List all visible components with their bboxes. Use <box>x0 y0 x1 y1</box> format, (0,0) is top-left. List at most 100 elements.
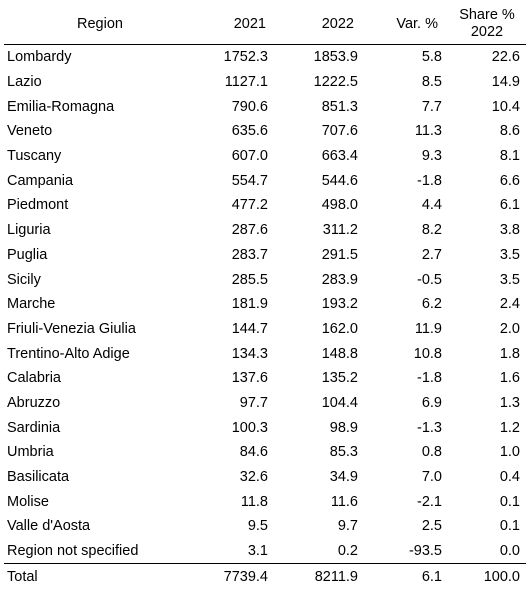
cell-2022: 851.3 <box>321 98 358 115</box>
cell-2021: 1752.3 <box>223 49 268 66</box>
table-row: Campania 554.7 544.6 -1.8 6.6 <box>4 168 526 193</box>
cell-share: 8.6 <box>499 123 520 140</box>
table-row: Sardinia 100.3 98.9 -1.3 1.2 <box>4 415 526 440</box>
cell-2022: 283.9 <box>321 271 358 288</box>
header-share-line2: 2022 <box>470 24 504 40</box>
cell-2022: 148.8 <box>321 345 358 362</box>
cell-region: Emilia-Romagna <box>7 98 115 115</box>
table-body: Lombardy 1752.3 1853.9 5.8 22.6 Lazio 1127.1 12… <box>4 45 526 590</box>
total-2022: 8211.9 <box>274 563 364 590</box>
cell-2021: 181.9 <box>231 296 268 313</box>
cell-region: Region not specified <box>7 543 139 560</box>
cell-share: 3.5 <box>499 246 520 263</box>
cell-var: 7.0 <box>421 469 442 486</box>
cell-2022: 291.5 <box>321 246 358 263</box>
cell-2021: 134.3 <box>231 345 268 362</box>
cell-2021: 607.0 <box>231 148 268 165</box>
cell-region: Piedmont <box>7 197 69 214</box>
cell-var: 6.9 <box>421 394 442 411</box>
cell-region: Trentino-Alto Adige <box>7 345 130 362</box>
table-row: Abruzzo 97.7 104.4 6.9 1.3 <box>4 391 526 416</box>
cell-2022: 9.7 <box>337 518 358 535</box>
header-region: Region <box>4 4 196 45</box>
total-var: 6.1 <box>364 563 448 590</box>
table-row: Piedmont 477.2 498.0 4.4 6.1 <box>4 193 526 218</box>
cell-share: 6.6 <box>499 172 520 189</box>
cell-share: 3.8 <box>499 222 520 239</box>
cell-share: 3.5 <box>499 271 520 288</box>
cell-share: 1.6 <box>499 370 520 387</box>
table-row: Calabria 137.6 135.2 -1.8 1.6 <box>4 366 526 391</box>
cell-region: Basilicata <box>7 469 70 486</box>
cell-var: 11.3 <box>414 123 442 140</box>
cell-var: -1.8 <box>417 370 442 387</box>
total-2021: 7739.4 <box>196 563 274 590</box>
cell-var: 10.8 <box>413 345 442 362</box>
cell-2021: 554.7 <box>231 172 268 189</box>
table-row: Umbria 84.6 85.3 0.8 1.0 <box>4 440 526 465</box>
cell-2022: 34.9 <box>329 469 358 486</box>
cell-2021: 32.6 <box>239 469 268 486</box>
table-row: Sicily 285.5 283.9 -0.5 3.5 <box>4 267 526 292</box>
cell-2021: 283.7 <box>231 246 268 263</box>
header-row: Region 2021 2022 Var. % Share % 2022 <box>4 4 526 45</box>
cell-share: 10.4 <box>491 98 520 115</box>
cell-region: Friuli-Venezia Giulia <box>7 320 136 337</box>
cell-share: 8.1 <box>499 148 520 165</box>
cell-var: 5.8 <box>421 49 442 66</box>
cell-region: Sardinia <box>7 419 61 436</box>
cell-region: Umbria <box>7 444 54 461</box>
cell-2021: 100.3 <box>231 419 268 436</box>
cell-2021: 285.5 <box>231 271 268 288</box>
cell-2022: 707.6 <box>321 123 358 140</box>
table-row: Molise 11.8 11.6 -2.1 0.1 <box>4 489 526 514</box>
cell-region: Lombardy <box>7 49 72 66</box>
cell-var: 2.5 <box>421 518 442 535</box>
cell-var: 6.2 <box>421 296 442 313</box>
table-row: Marche 181.9 193.2 6.2 2.4 <box>4 292 526 317</box>
cell-2022: 85.3 <box>329 444 358 461</box>
cell-share: 0.1 <box>499 493 520 510</box>
table-row: Veneto 635.6 707.6 11.3 8.6 <box>4 119 526 144</box>
cell-region: Veneto <box>7 123 53 140</box>
cell-share: 1.8 <box>499 345 520 362</box>
cell-share: 0.0 <box>499 543 520 560</box>
cell-var: 8.5 <box>421 74 442 91</box>
cell-share: 22.6 <box>491 49 520 66</box>
cell-region: Liguria <box>7 222 51 239</box>
cell-2022: 663.4 <box>321 148 358 165</box>
cell-share: 2.0 <box>499 320 520 337</box>
cell-var: 0.8 <box>421 444 442 461</box>
cell-var: -93.5 <box>408 543 442 560</box>
table-row: Lazio 1127.1 1222.5 8.5 14.9 <box>4 70 526 95</box>
cell-var: 7.7 <box>421 98 442 115</box>
cell-2022: 498.0 <box>321 197 358 214</box>
cell-2022: 311.2 <box>322 222 358 239</box>
cell-var: 11.9 <box>414 320 442 337</box>
cell-2022: 135.2 <box>321 370 358 387</box>
cell-2021: 477.2 <box>231 197 268 214</box>
cell-share: 0.4 <box>499 469 520 486</box>
cell-2021: 137.6 <box>231 370 268 387</box>
cell-2021: 635.6 <box>231 123 268 140</box>
table-row: Emilia-Romagna 790.6 851.3 7.7 10.4 <box>4 94 526 119</box>
cell-region: Puglia <box>7 246 48 263</box>
cell-var: 9.3 <box>421 148 442 165</box>
cell-2021: 287.6 <box>231 222 268 239</box>
cell-2021: 11.8 <box>240 493 268 510</box>
table-row: Valle d'Aosta 9.5 9.7 2.5 0.1 <box>4 514 526 539</box>
header-share-line1: Share % <box>459 7 515 23</box>
cell-2022: 193.2 <box>321 296 358 313</box>
cell-var: -1.8 <box>417 172 442 189</box>
cell-2022: 1222.5 <box>313 74 358 91</box>
cell-2021: 3.1 <box>247 543 268 560</box>
cell-2021: 84.6 <box>239 444 268 461</box>
cell-share: 1.0 <box>499 444 520 461</box>
cell-var: -1.3 <box>417 419 442 436</box>
table-row: Lombardy 1752.3 1853.9 5.8 22.6 <box>4 45 526 70</box>
cell-region: Molise <box>7 493 49 510</box>
cell-2022: 544.6 <box>321 172 358 189</box>
cell-2022: 162.0 <box>321 320 358 337</box>
table-row: Tuscany 607.0 663.4 9.3 8.1 <box>4 144 526 169</box>
cell-2022: 104.4 <box>321 394 358 411</box>
